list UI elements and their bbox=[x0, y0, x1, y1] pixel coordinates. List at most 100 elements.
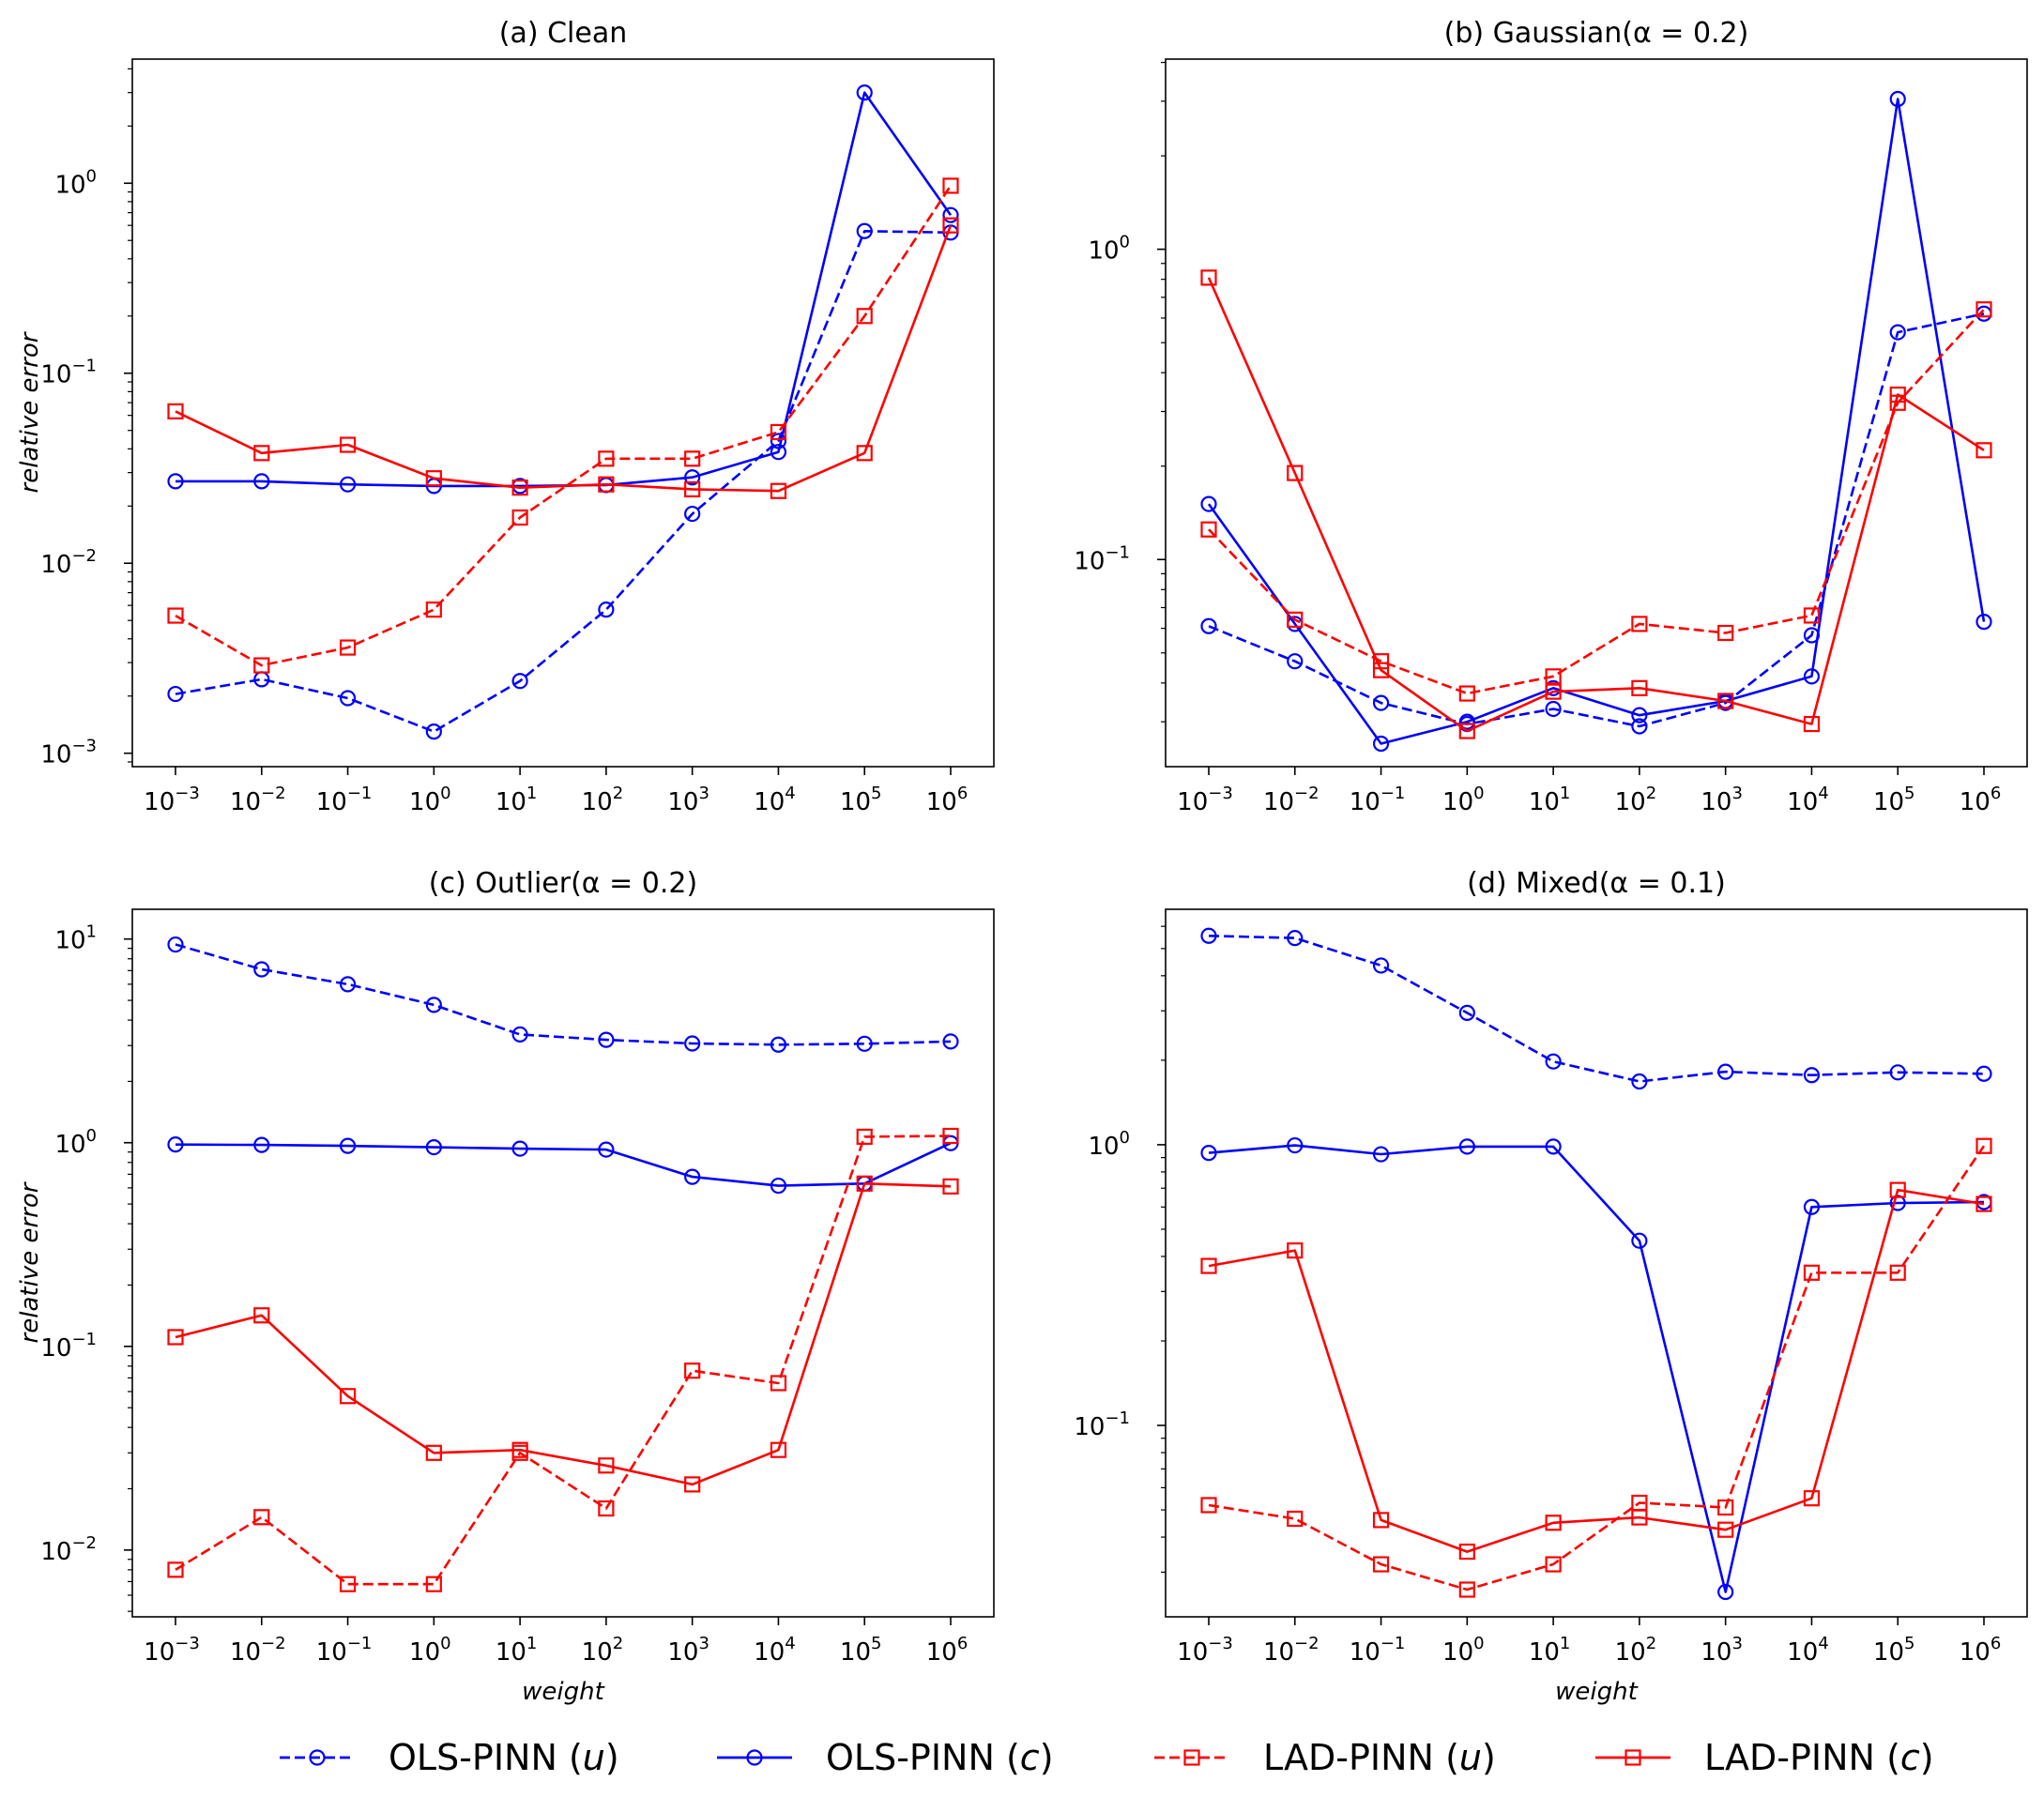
legend-marker bbox=[1625, 1749, 1641, 1766]
plot-frame bbox=[1165, 908, 2028, 1618]
data-point bbox=[942, 177, 959, 194]
data-point bbox=[1631, 718, 1648, 735]
data-point bbox=[1975, 614, 1992, 631]
series-ols-c bbox=[1200, 1136, 1992, 1601]
panel-gaussian: (b) Gaussian(α = 0.2) 10−3 10−2 10−1 100 101 1… bbox=[1074, 17, 2028, 816]
data-point bbox=[1975, 1137, 1992, 1154]
data-point bbox=[856, 1128, 873, 1145]
data-point bbox=[511, 1140, 528, 1157]
data-point bbox=[1545, 1515, 1562, 1531]
series-line bbox=[175, 91, 953, 488]
x-tick-label: 102 bbox=[582, 1634, 624, 1667]
y-tick-label: 10−1 bbox=[40, 357, 97, 389]
y-tick-label: 10−2 bbox=[40, 546, 97, 579]
data-point bbox=[1889, 1181, 1906, 1198]
data-point bbox=[598, 476, 615, 493]
data-point bbox=[1372, 1512, 1390, 1529]
data-point bbox=[253, 961, 270, 978]
legend-label: LAD-PINN (u) bbox=[1263, 1737, 1496, 1778]
data-point bbox=[942, 1178, 959, 1195]
data-point bbox=[1372, 957, 1390, 974]
x-tick-label: 104 bbox=[754, 784, 796, 816]
legend-label: LAD-PINN (c) bbox=[1704, 1737, 1934, 1778]
data-point bbox=[167, 473, 184, 490]
series-line bbox=[175, 943, 952, 1046]
series-lad-u bbox=[167, 177, 959, 674]
data-point bbox=[684, 480, 701, 498]
data-point bbox=[1545, 1556, 1562, 1573]
data-point bbox=[1889, 324, 1906, 341]
data-point bbox=[167, 607, 184, 624]
panel-title: (d) Mixed(α = 0.1) bbox=[1467, 867, 1726, 900]
data-point bbox=[942, 1033, 959, 1050]
x-tick-label: 10−2 bbox=[230, 784, 286, 816]
panels: (a) Clean 10−3 10−2 10−1 100 101 102 103 104 105 1… bbox=[16, 17, 2028, 1706]
y-tick-label: 100 bbox=[54, 1126, 97, 1159]
data-point bbox=[1287, 464, 1304, 481]
x-tick-label: 103 bbox=[1701, 784, 1743, 816]
y-axis-label: relative error bbox=[16, 1180, 44, 1343]
y-tick-label: 10−3 bbox=[40, 737, 97, 769]
data-point bbox=[684, 450, 701, 467]
x-tick-label: 105 bbox=[1873, 784, 1915, 816]
data-point bbox=[339, 639, 357, 656]
series-lad-c bbox=[1200, 269, 1992, 739]
panel-clean: (a) Clean 10−3 10−2 10−1 100 101 102 103 104 105 1… bbox=[16, 17, 995, 816]
x-tick-label: 103 bbox=[1701, 1634, 1743, 1667]
series-line bbox=[1207, 98, 1986, 745]
data-point bbox=[1975, 301, 1992, 318]
data-point bbox=[1717, 1063, 1734, 1080]
series-ols-c bbox=[167, 1134, 959, 1195]
data-point bbox=[1545, 1138, 1562, 1155]
data-point bbox=[511, 509, 528, 526]
data-point bbox=[1717, 693, 1734, 709]
series-lad-c bbox=[167, 1175, 959, 1493]
data-point bbox=[1631, 1232, 1648, 1249]
data-point bbox=[1458, 1543, 1475, 1561]
data-point bbox=[167, 403, 184, 419]
x-tick-label: 101 bbox=[496, 784, 538, 816]
data-point bbox=[1889, 1064, 1906, 1081]
data-point bbox=[598, 1031, 615, 1048]
x-tick-label: 10−3 bbox=[144, 1634, 200, 1667]
x-tick-label: 102 bbox=[1615, 784, 1657, 816]
data-point bbox=[1372, 735, 1390, 753]
series-line bbox=[1208, 1145, 1986, 1591]
data-point bbox=[339, 1388, 357, 1405]
data-point bbox=[684, 469, 701, 486]
legend-label: OLS-PINN (c) bbox=[826, 1737, 1054, 1778]
data-point bbox=[425, 470, 442, 487]
data-point bbox=[1889, 386, 1906, 404]
data-point bbox=[253, 473, 270, 490]
data-point bbox=[1889, 90, 1906, 108]
data-point bbox=[770, 1177, 787, 1195]
data-point bbox=[511, 1026, 528, 1043]
x-tick-label: 105 bbox=[1873, 1634, 1915, 1667]
data-point bbox=[684, 1476, 701, 1493]
data-point bbox=[770, 1036, 787, 1053]
data-point bbox=[1287, 1136, 1304, 1154]
data-point bbox=[942, 1127, 959, 1145]
data-point bbox=[1889, 1264, 1906, 1281]
plot-frame bbox=[131, 58, 995, 768]
series-line bbox=[175, 224, 953, 493]
data-point bbox=[1200, 1257, 1217, 1274]
series-line bbox=[175, 1142, 952, 1187]
y-tick-label: 101 bbox=[54, 922, 97, 955]
legend-entry-lad-c: LAD-PINN (c) bbox=[1595, 1737, 1934, 1778]
legend-label: OLS-PINN (u) bbox=[389, 1737, 619, 1778]
x-tick-label: 100 bbox=[1442, 784, 1485, 816]
data-point bbox=[1717, 1583, 1734, 1601]
data-point bbox=[1200, 927, 1217, 944]
y-tick-label: 10−1 bbox=[40, 1330, 97, 1363]
series-ols-c bbox=[167, 84, 959, 495]
data-point bbox=[167, 1561, 184, 1578]
panel-title: (a) Clean bbox=[499, 17, 627, 50]
x-tick-label: 101 bbox=[496, 1634, 538, 1667]
data-point bbox=[253, 1136, 270, 1153]
data-point bbox=[684, 1168, 701, 1185]
x-tick-label: 10−3 bbox=[1177, 784, 1233, 816]
data-point bbox=[1975, 1065, 1992, 1082]
data-point bbox=[856, 308, 873, 325]
